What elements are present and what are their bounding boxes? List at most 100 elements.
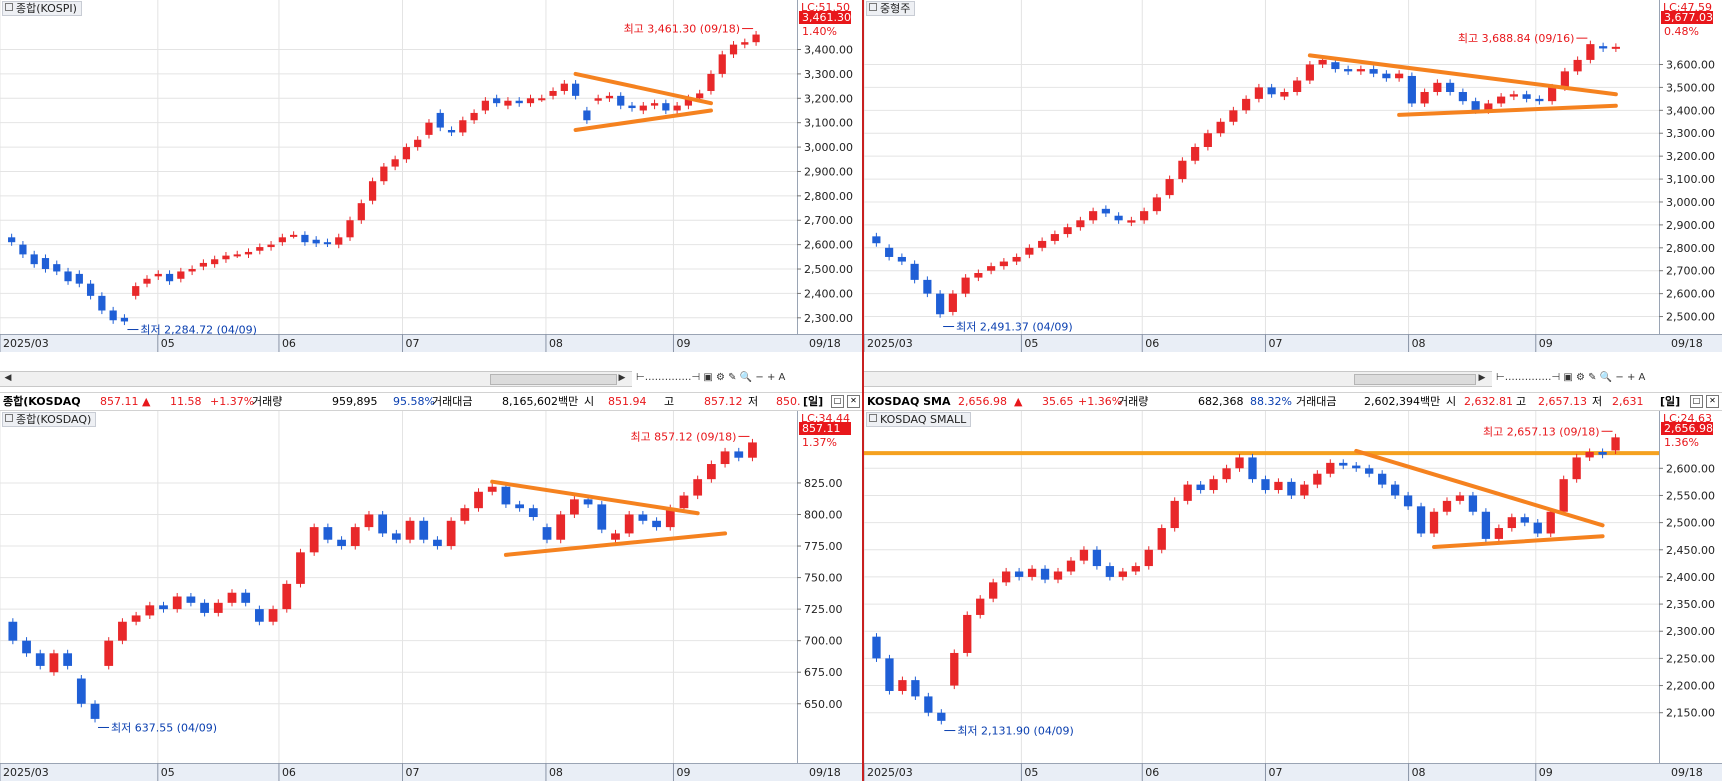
- change-pct-label: 1.37%: [802, 436, 837, 449]
- candle-body: [987, 266, 996, 271]
- kosdaq-small-chart-panel[interactable]: 2,600.00 2,550.00 2,500.00 2,450.00 2,400.00…: [864, 411, 1722, 781]
- maximize-icon[interactable]: □: [1690, 395, 1703, 408]
- zoom-slider[interactable]: ⊢‥‥‥‥‥‥‥⊣: [1496, 372, 1561, 383]
- magnifier-icon[interactable]: 🔍: [1599, 372, 1613, 383]
- candle-body: [1001, 571, 1011, 583]
- kosdaq-small-chart-svg[interactable]: 2,600.00 2,550.00 2,500.00 2,450.00 2,400.00…: [864, 411, 1722, 781]
- candle-body: [1559, 479, 1568, 512]
- layout-icon[interactable]: ▣: [703, 372, 713, 383]
- zoom-in-icon[interactable]: +: [766, 372, 776, 383]
- candle-body: [145, 605, 155, 616]
- candle-body: [405, 520, 415, 540]
- quote-volume-pct: 95.58%: [393, 395, 435, 408]
- zoom-in-icon[interactable]: +: [1626, 372, 1636, 383]
- period-daily-button[interactable]: [일]: [803, 395, 824, 408]
- midcap-chart-toolbar[interactable]: ⊢‥‥‥‥‥‥‥⊣ ▣ ⚙ ✎ 🔍 − + A: [1496, 371, 1722, 385]
- candle-body: [104, 640, 114, 666]
- kospi-chart-toolbar[interactable]: ⊢‥‥‥‥‥‥‥⊣ ▣ ⚙ ✎ 🔍 − + A: [636, 371, 862, 385]
- kospi-chart-panel[interactable]: 3,400.00 3,300.00 3,200.00 3,100.00 3,000.00…: [0, 0, 862, 352]
- y-tick-label: 3,200.00: [804, 92, 853, 105]
- candle-body: [402, 147, 411, 160]
- candle-body: [1433, 82, 1442, 92]
- y-tick-label: 3,100.00: [1666, 173, 1715, 186]
- candle-body: [470, 112, 478, 121]
- kospi-chart-svg[interactable]: 3,400.00 3,300.00 3,200.00 3,100.00 3,000.00…: [0, 0, 862, 352]
- midcap-chart-svg[interactable]: 3,600.00 3,500.00 3,400.00 3,300.00 3,200.00…: [864, 0, 1722, 352]
- candle-body: [256, 247, 264, 251]
- high-annotation: 최고 3,688.84 (09/16): [1458, 32, 1575, 45]
- draw-tools-icon[interactable]: ✎: [1588, 372, 1597, 383]
- layout-icon[interactable]: ▣: [1563, 372, 1573, 383]
- zoom-out-icon[interactable]: −: [1615, 372, 1624, 383]
- candle-body: [1274, 481, 1283, 491]
- auto-scale-icon[interactable]: A: [1638, 372, 1646, 383]
- kospi-scrollbar[interactable]: ◀ ▶: [0, 371, 632, 387]
- x-tick-label: 07: [1268, 337, 1282, 350]
- candle-body: [885, 247, 894, 257]
- candle-body: [120, 317, 129, 322]
- candle-body: [1261, 479, 1270, 491]
- x-tick-label: 08: [1412, 766, 1426, 779]
- change-pct-label: 0.48%: [1664, 25, 1699, 38]
- quote-open: 2,632.81: [1464, 395, 1513, 408]
- settings-icon[interactable]: ⚙: [715, 372, 725, 383]
- candle-body: [1507, 517, 1516, 529]
- kosdaq-chart-panel[interactable]: 825.00 800.00 775.00 750.00 725.00 700.00 675.…: [0, 411, 862, 781]
- magnifier-icon[interactable]: 🔍: [739, 372, 753, 383]
- scroll-right-arrow-icon[interactable]: ▶: [1478, 373, 1486, 383]
- scroll-left-arrow-icon[interactable]: ◀: [4, 373, 12, 383]
- kosdaq-quote-bar: 종합(KOSDAQ 857.11 ▲ 11.58 +1.37% 거래량 959,…: [0, 392, 862, 411]
- candle-body: [1560, 71, 1569, 88]
- kosdaq-chart-svg[interactable]: 825.00 800.00 775.00 750.00 725.00 700.00 675.…: [0, 411, 862, 781]
- candle-body: [49, 653, 59, 673]
- x-axis-date-label: 09/18: [1671, 337, 1703, 350]
- zoom-out-icon[interactable]: −: [755, 372, 764, 383]
- y-tick-label: 2,300.00: [804, 312, 853, 325]
- candle-body: [86, 283, 95, 296]
- candle-body: [1420, 91, 1429, 104]
- midcap-scrollbar[interactable]: ▶: [864, 371, 1492, 387]
- draw-tools-icon[interactable]: ✎: [728, 372, 737, 383]
- maximize-icon[interactable]: □: [831, 395, 844, 408]
- candle-body: [1468, 495, 1478, 512]
- candle-body: [98, 295, 106, 311]
- y-tick-label: 2,250.00: [1666, 652, 1715, 665]
- close-icon[interactable]: ✕: [847, 395, 860, 408]
- chart-title-kospi: 종합(KOSPI): [2, 1, 82, 16]
- candle-body: [1014, 571, 1024, 577]
- x-tick-label: 05: [1024, 337, 1038, 350]
- scroll-thumb[interactable]: [1354, 374, 1476, 385]
- candle-body: [961, 277, 970, 294]
- period-daily-button[interactable]: [일]: [1660, 395, 1681, 408]
- auto-scale-icon[interactable]: A: [778, 372, 786, 383]
- y-tick-label: 2,900.00: [804, 165, 853, 178]
- quote-name: KOSDAQ SMA: [867, 395, 951, 408]
- candle-body: [1196, 484, 1205, 491]
- candle-body: [159, 605, 168, 610]
- change-pct-label: 1.36%: [1664, 436, 1699, 449]
- zoom-slider[interactable]: ⊢‥‥‥‥‥‥‥⊣: [636, 372, 701, 383]
- quote-amount: 8,165,602백만: [502, 395, 579, 408]
- candle-body: [53, 264, 61, 272]
- candle-body: [200, 602, 209, 613]
- candle-body: [936, 293, 945, 315]
- candle-body: [898, 680, 907, 691]
- candle-body: [937, 712, 946, 721]
- midcap-chart-panel[interactable]: 3,600.00 3,500.00 3,400.00 3,300.00 3,200.00…: [864, 0, 1722, 352]
- scroll-right-arrow-icon[interactable]: ▶: [618, 373, 626, 383]
- scroll-thumb[interactable]: [490, 374, 617, 385]
- settings-icon[interactable]: ⚙: [1575, 372, 1585, 383]
- trend-line: [1307, 53, 1618, 97]
- candle-body: [346, 220, 354, 238]
- candle-body: [1395, 73, 1404, 79]
- x-axis-date-label: 09/18: [809, 766, 841, 779]
- panel-splitter[interactable]: [862, 0, 864, 781]
- candle-body: [639, 105, 647, 111]
- y-tick-label: 800.00: [804, 508, 843, 521]
- y-tick-label: 2,600.00: [1666, 462, 1715, 475]
- y-tick-label: 2,500.00: [804, 263, 853, 276]
- candle-body: [278, 237, 286, 243]
- quote-name: 종합(KOSDAQ: [3, 395, 81, 408]
- close-icon[interactable]: ✕: [1706, 395, 1719, 408]
- candle-body: [673, 105, 681, 111]
